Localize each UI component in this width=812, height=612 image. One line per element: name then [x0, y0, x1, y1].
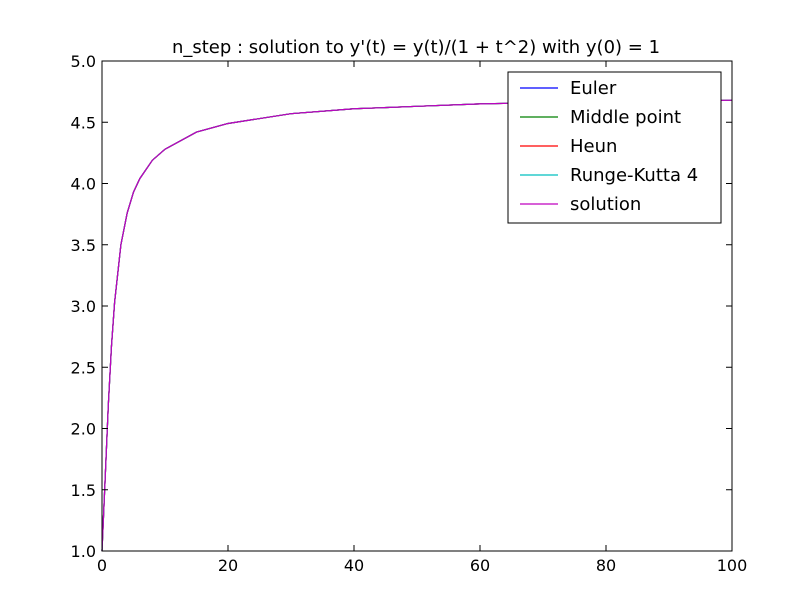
- x-tick-label: 40: [344, 556, 364, 575]
- y-tick-label: 3.0: [71, 297, 96, 316]
- y-tick-label: 2.5: [71, 358, 96, 377]
- legend: Euler Middle point Heun Runge-Kutta 4 soluti…: [507, 71, 722, 224]
- y-tick-label: 3.5: [71, 236, 96, 255]
- x-tick-label: 80: [596, 556, 616, 575]
- y-tick-label: 5.0: [71, 52, 96, 71]
- legend-box: [507, 71, 722, 224]
- legend-label-2: Heun: [570, 136, 617, 157]
- y-tick-label: 1.5: [71, 481, 96, 500]
- axes-layer: 0 20 40 60 80 100 1.0 1.5 2.0 2.5 3.0 3.5 4.0 4.5 5.0: [71, 52, 748, 575]
- legend-label-0: Euler: [570, 78, 617, 99]
- legend-label-1: Middle point: [570, 107, 681, 128]
- y-tick-label: 1.0: [71, 542, 96, 561]
- y-tick-label: 4.5: [71, 113, 96, 132]
- x-tick-label: 0: [97, 556, 107, 575]
- y-tick-label: 2.0: [71, 420, 96, 439]
- x-tick-label: 20: [218, 556, 238, 575]
- x-tick-label: 100: [717, 556, 748, 575]
- x-tick-label: 60: [470, 556, 490, 575]
- plot-frame: [101, 60, 733, 552]
- legend-label-4: solution: [570, 194, 641, 215]
- chart-title: n_step : solution to y'(t) = y(t)/(1 + t…: [172, 37, 660, 58]
- legend-label-3: Runge-Kutta 4: [570, 165, 698, 186]
- y-tick-label: 4.0: [71, 175, 96, 194]
